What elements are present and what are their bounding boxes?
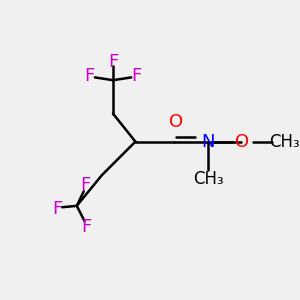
Text: O: O	[235, 133, 249, 151]
Text: N: N	[201, 133, 215, 151]
Text: F: F	[132, 67, 142, 85]
Text: F: F	[80, 176, 90, 194]
Text: CH₃: CH₃	[193, 170, 223, 188]
Text: O: O	[169, 112, 183, 130]
Text: F: F	[108, 53, 118, 71]
Text: CH₃: CH₃	[269, 133, 300, 151]
Text: F: F	[81, 218, 92, 236]
Text: F: F	[84, 67, 94, 85]
Text: F: F	[52, 200, 62, 217]
